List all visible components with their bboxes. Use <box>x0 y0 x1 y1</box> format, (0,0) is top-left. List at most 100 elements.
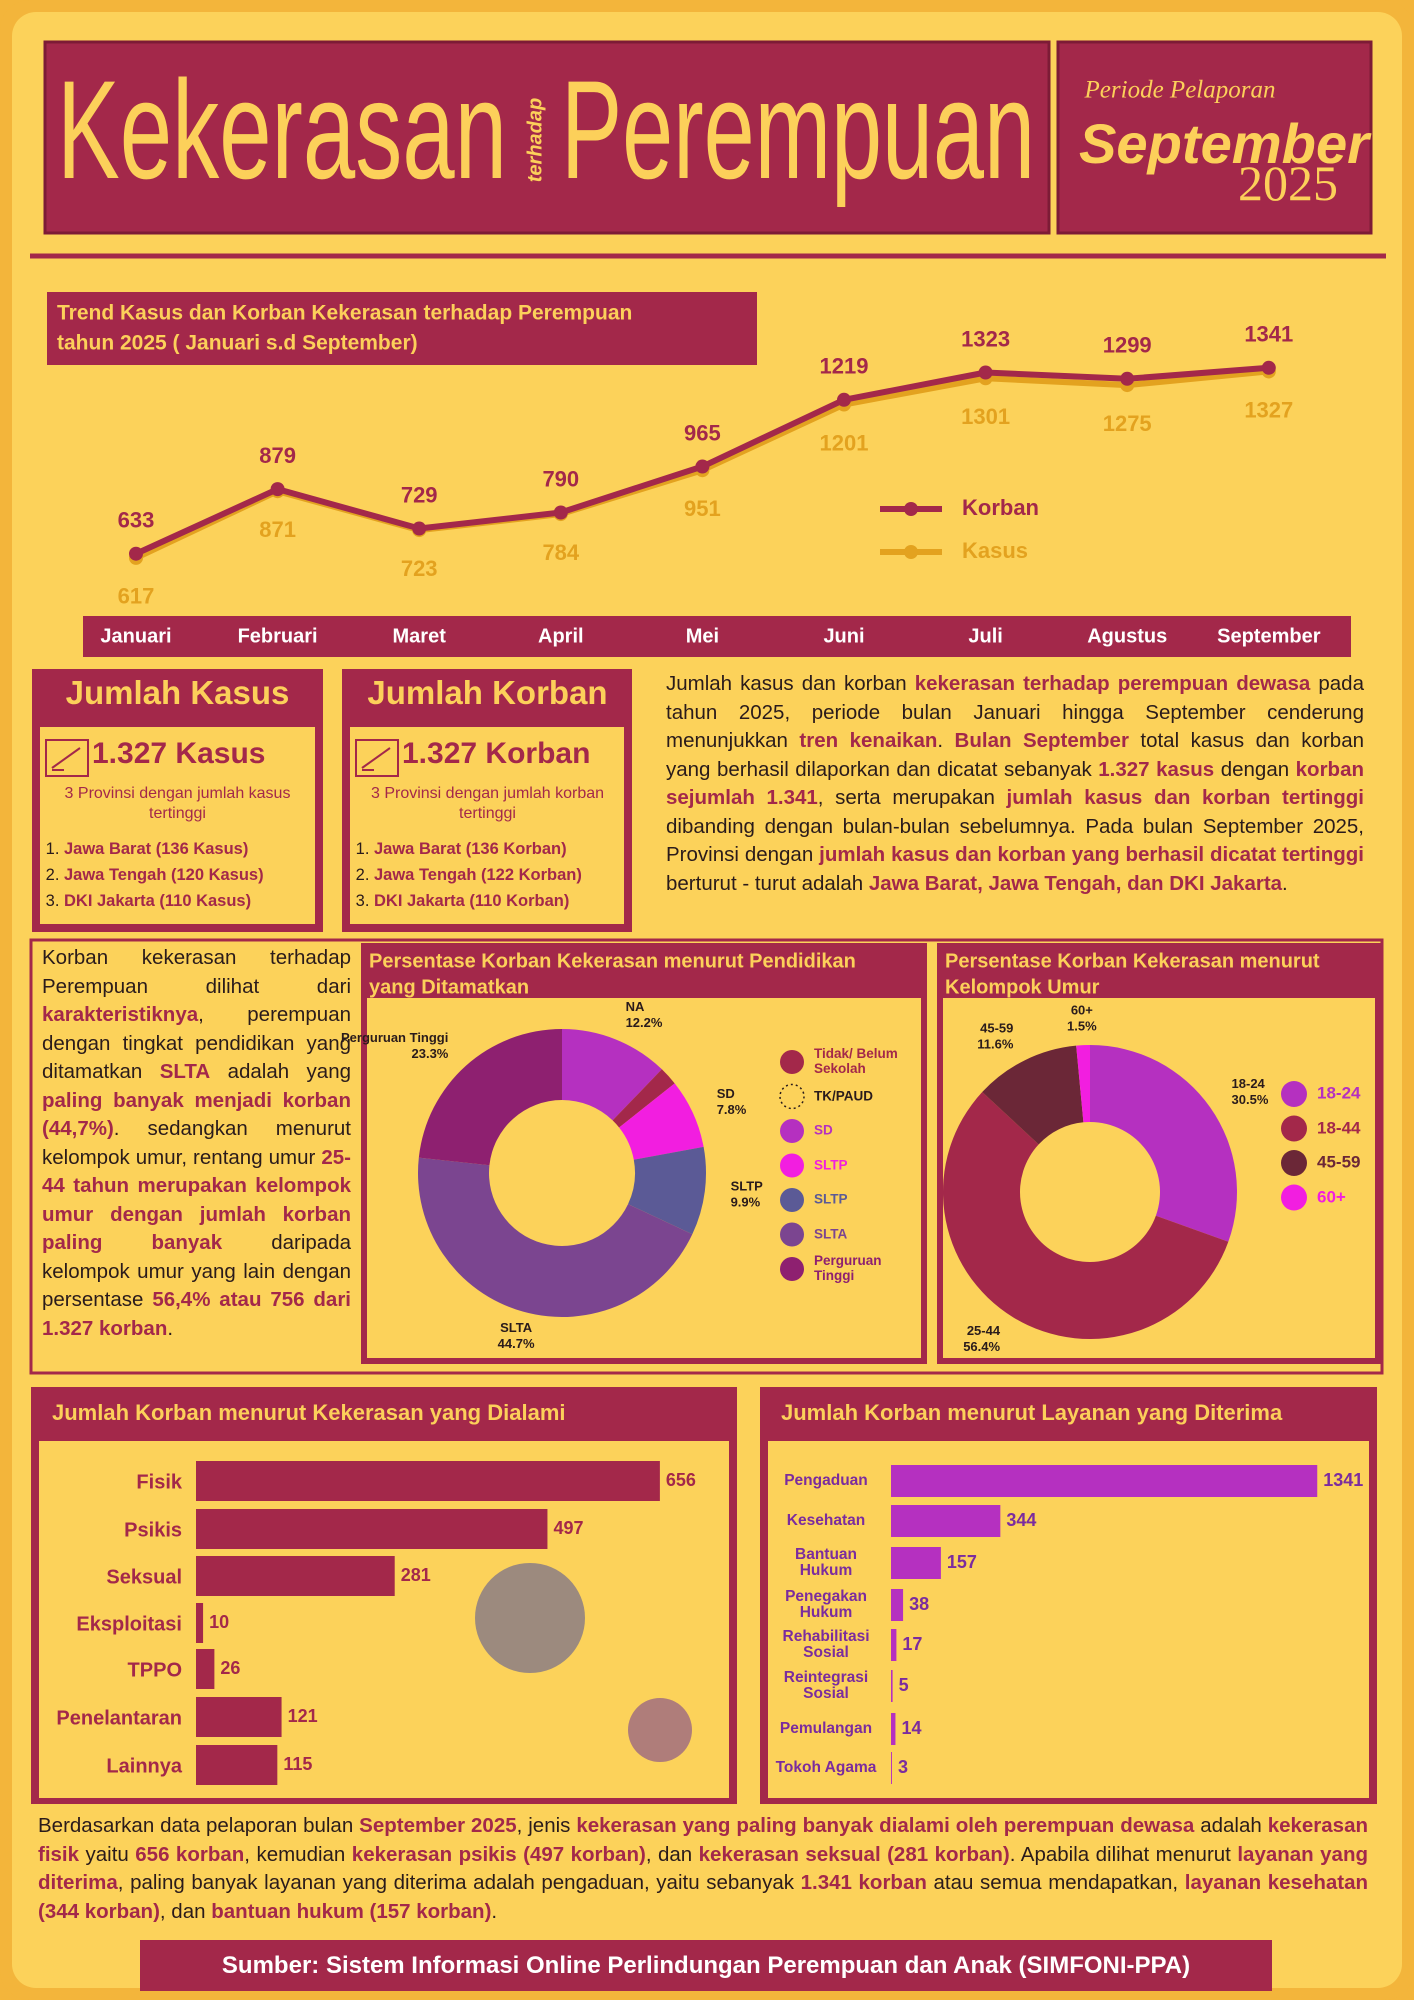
card-item: Jawa Barat (136 Kasus) <box>64 836 318 862</box>
y-tick-label: Seksual <box>106 1566 182 1588</box>
y-tick-label: Eksploitasi <box>76 1613 182 1635</box>
x-tick-label: September <box>1217 625 1321 647</box>
x-tick-label: Januari <box>100 625 171 647</box>
legend-marker <box>780 1222 804 1247</box>
period-year: 2025 <box>1238 155 1338 211</box>
data-label: 617 <box>118 584 155 609</box>
card-item: Jawa Barat (136 Korban) <box>374 836 628 862</box>
text-run: . <box>1282 871 1288 895</box>
text-run: karakteristiknya <box>42 1003 199 1026</box>
text-run: kekerasan fisik <box>38 1814 1369 1866</box>
legend-label: Perguruan Tinggi <box>814 1253 882 1283</box>
slice <box>418 1029 562 1166</box>
data-label: 10 <box>209 1612 229 1632</box>
bar <box>891 1465 1318 1497</box>
text-run: , serta merupakan <box>817 786 1007 809</box>
text-run: kekerasan yang paling banyak dialami ole… <box>576 1814 1195 1837</box>
legend-marker <box>780 1153 804 1178</box>
point <box>695 459 710 474</box>
bar <box>891 1713 896 1745</box>
data-label: 951 <box>684 496 721 521</box>
text-run: 1.341 korban <box>800 1871 927 1894</box>
legend-marker <box>780 1050 804 1074</box>
trend-paragraph: Jumlah kasus dan korban kekerasan terhad… <box>666 670 1364 898</box>
slice-value: 44.7% <box>498 1336 535 1351</box>
text-run: SLTA <box>159 1060 211 1083</box>
x-tick-label: Agustus <box>1087 625 1167 647</box>
bar <box>196 1745 278 1785</box>
y-tick-label: Kesehatan <box>786 1512 866 1529</box>
slice-label: 18-24 <box>1232 1076 1266 1091</box>
bar <box>196 1509 548 1549</box>
card-total: 1.327 Kasus <box>92 737 266 770</box>
y-tick-label: Lainnya <box>106 1755 182 1777</box>
data-label: 965 <box>684 420 721 445</box>
legend-marker <box>780 1119 804 1143</box>
text-run: , kemudian <box>244 1842 352 1866</box>
bar <box>196 1556 395 1596</box>
title-box <box>43 40 1051 235</box>
y-tick-label: Penelantaran <box>56 1707 182 1729</box>
slice-value: 23.3% <box>412 1046 449 1061</box>
card-title: Jumlah Korban <box>367 674 608 711</box>
bar <box>196 1461 660 1501</box>
slice-label: 45-59 <box>980 1020 1013 1035</box>
chart-title: Jumlah Korban menurut Layanan yang Diter… <box>781 1400 1283 1425</box>
bar <box>196 1603 204 1643</box>
text-run: jumlah kasus dan korban tertinggi <box>1006 786 1364 809</box>
characteristics-paragraph: Korban kekerasan terhadap Perempuan dili… <box>42 944 351 1343</box>
icon <box>45 739 399 777</box>
text-run: , paling banyak layanan yang diterima ad… <box>117 1871 801 1894</box>
slice <box>562 1029 662 1121</box>
text-run: adalah yang <box>210 1060 351 1083</box>
slice-label: SD <box>717 1086 735 1101</box>
chart-title: Persentase Korban Kekerasan menurut Pend… <box>369 950 856 972</box>
data-label: 633 <box>118 508 155 533</box>
slice <box>1090 1045 1237 1242</box>
card-list: Jawa Barat (136 Korban)Jawa Tengah (122 … <box>344 836 628 914</box>
slice-value: 56.4% <box>963 1339 1000 1354</box>
chart-title: yang Ditamatkan <box>369 976 529 998</box>
data-label: 723 <box>401 556 438 581</box>
slice-label: 60+ <box>1071 1003 1093 1018</box>
data-label: 3 <box>898 1757 908 1777</box>
legend-marker <box>1281 1115 1307 1142</box>
x-tick-label: Maret <box>393 625 447 647</box>
point <box>412 521 427 536</box>
legend-label: SLTA <box>814 1226 848 1242</box>
text-run: dibanding dengan bulan-bulan sebelumnya.… <box>666 814 1364 867</box>
data-label: 1323 <box>961 326 1010 351</box>
text-run: tren kenaikan <box>799 729 938 752</box>
text-run: , jenis <box>516 1814 577 1837</box>
text-run: korban sejumlah 1.341 <box>666 757 1364 810</box>
x-tick-label: Juni <box>823 625 864 647</box>
data-label: 1219 <box>820 354 869 379</box>
slice-label: NA <box>626 999 645 1014</box>
bar-body <box>768 1441 1369 1798</box>
slice <box>1076 1045 1090 1123</box>
data-label: 497 <box>553 1518 583 1538</box>
bar <box>891 1629 897 1661</box>
section-frame <box>29 938 1384 1375</box>
y-tick-label: Reintegrasi Sosial <box>783 1669 869 1702</box>
slice-label: SLTA <box>500 1320 533 1335</box>
text-run: . <box>167 1316 174 1340</box>
slice-value: 9.9% <box>731 1194 761 1209</box>
text-run: . sedangkan menurut kelompok umur, renta… <box>42 1117 351 1169</box>
y-tick-label: Rehabilitasi Sosial <box>782 1628 870 1661</box>
point <box>129 546 143 561</box>
data-label: 38 <box>909 1594 929 1614</box>
source-bar <box>140 1940 1272 1991</box>
legend-marker <box>904 502 918 516</box>
text-run: kekerasan seksual (281 korban) <box>698 1842 1010 1866</box>
slice-value: 12.2% <box>626 1015 663 1030</box>
title-word: Kekerasan <box>57 51 507 208</box>
text-run: pada tahun 2025, periode bulan Januari h… <box>666 672 1364 752</box>
legend-label: Tidak/ Belum Sekolah <box>814 1046 898 1076</box>
slice-value: 30.5% <box>1232 1092 1269 1107</box>
text-run: 1.327 kasus <box>1098 757 1215 781</box>
slice-value: 7.8% <box>717 1102 747 1117</box>
period-month: September <box>1079 112 1372 175</box>
